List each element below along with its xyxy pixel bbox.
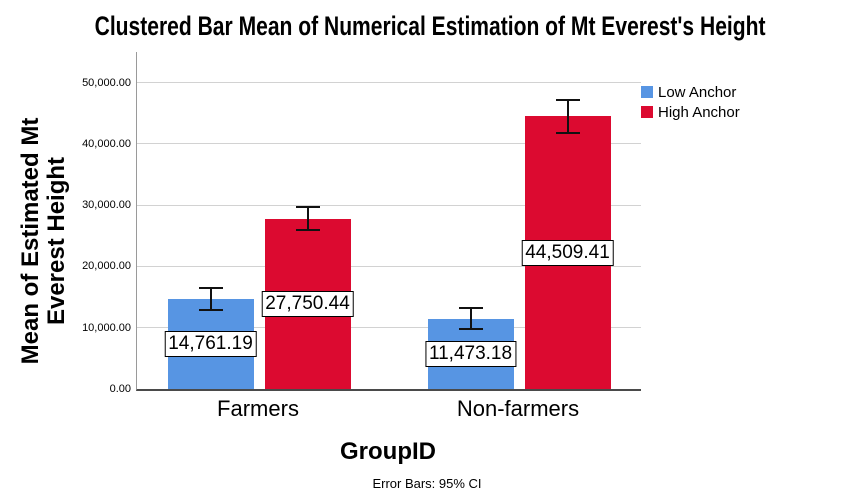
gridline [137,265,641,267]
error-bar-cap-top-low-anchor-non-farmers [458,307,483,310]
legend-label: Low Anchor [658,84,737,101]
legend-label: High Anchor [658,104,740,121]
error-bar-stem-high-anchor-non-farmers [566,99,569,133]
legend-swatch-low-anchor [641,86,653,98]
value-label-low-anchor-farmers: 14,761.19 [164,330,257,357]
legend-item-high-anchor: High Anchor [641,104,740,124]
category-label-farmers: Farmers [217,396,299,421]
legend-item-low-anchor: Low Anchor [641,84,740,104]
error-bar-stem-low-anchor-non-farmers [469,308,472,329]
y-tick-label: 20,000.00 [82,260,131,273]
y-tick-label: 0.00 [109,383,131,395]
x-axis-title: GroupID [340,438,436,465]
y-tick-label: 30,000.00 [82,199,131,212]
plot-area: 14,761.19 27,750.44 11,473.18 44,509.41 [136,52,641,391]
gridline [137,327,641,329]
legend: Low Anchor High Anchor [641,84,740,124]
value-label-high-anchor-non-farmers: 44,509.41 [521,239,614,266]
error-bar-cap-top-high-anchor-farmers [295,206,320,209]
error-bar-cap-bottom-low-anchor-farmers [198,308,223,311]
gridline [137,82,641,84]
error-bar-stem-high-anchor-farmers [306,207,309,231]
legend-swatch-high-anchor [641,106,653,118]
chart-title: Clustered Bar Mean of Numerical Estimati… [94,11,766,41]
error-bar-stem-low-anchor-farmers [209,287,212,310]
value-label-high-anchor-farmers: 27,750.44 [261,290,354,317]
error-bars-footnote: Error Bars: 95% CI [372,476,482,491]
gridline [137,204,641,206]
error-bar-cap-bottom-low-anchor-non-farmers [458,327,483,330]
error-bar-cap-bottom-high-anchor-non-farmers [555,131,580,134]
y-tick-label: 50,000.00 [82,76,131,89]
error-bar-cap-top-low-anchor-farmers [198,286,223,289]
y-tick-label: 40,000.00 [82,137,131,150]
y-tick-label: 10,000.00 [82,321,131,334]
gridline [137,143,641,145]
error-bar-cap-top-high-anchor-non-farmers [555,98,580,101]
error-bar-cap-bottom-high-anchor-farmers [295,229,320,232]
category-label-non-farmers: Non-farmers [456,396,580,421]
value-label-low-anchor-non-farmers: 11,473.18 [424,340,517,367]
